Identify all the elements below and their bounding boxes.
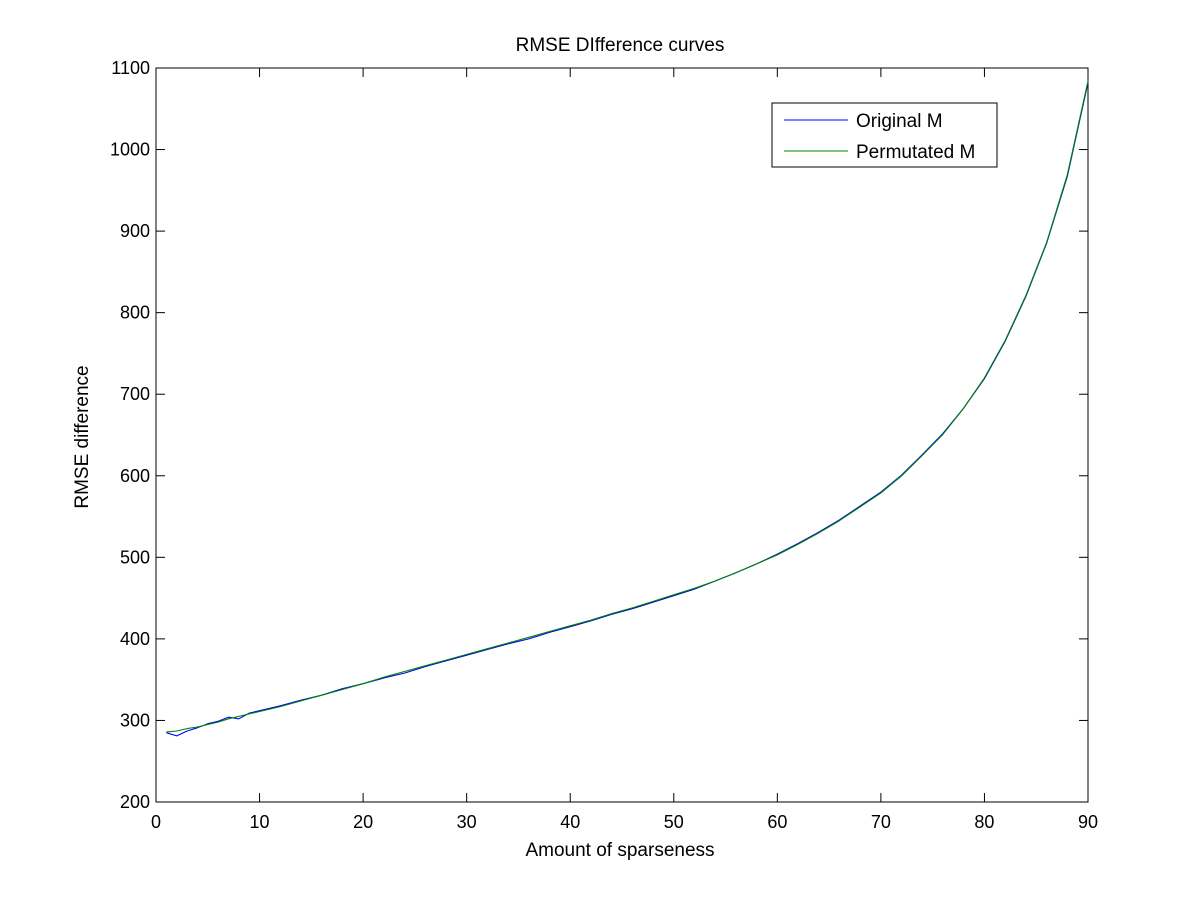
axis-ticks	[155, 67, 1089, 803]
x-tick-label: 90	[1078, 812, 1098, 832]
x-tick-label: 30	[457, 812, 477, 832]
x-tick-label: 10	[250, 812, 270, 832]
series-lines	[166, 80, 1089, 737]
y-tick-label: 400	[120, 629, 150, 649]
series-line-permutated-m	[166, 80, 1089, 733]
legend: Original M Permutated M	[771, 102, 998, 168]
tick-labels: 0 10 20 30 40 50 60 70 80 90 200 300 400 500 600 700 800…	[110, 58, 1098, 832]
legend-label-permutated-m: Permutated M	[856, 142, 975, 163]
legend-label-original-m: Original M	[856, 111, 943, 132]
series-line-original-m	[166, 82, 1089, 737]
legend-box	[771, 102, 998, 168]
x-tick-label: 70	[871, 812, 891, 832]
plot-area	[155, 67, 1089, 803]
x-tick-label: 40	[560, 812, 580, 832]
x-tick-label: 50	[664, 812, 684, 832]
x-axis-title: Amount of sparseness	[525, 840, 714, 861]
y-tick-label: 900	[120, 221, 150, 241]
y-tick-label: 200	[120, 792, 150, 812]
x-tick-label: 0	[151, 812, 161, 832]
y-tick-label: 600	[120, 466, 150, 486]
y-tick-label: 1100	[111, 58, 150, 78]
y-axis-title: RMSE difference	[72, 365, 93, 508]
chart-title: RMSE DIfference curves	[516, 35, 725, 56]
x-tick-label: 20	[353, 812, 373, 832]
y-tick-label: 500	[120, 547, 150, 567]
y-tick-label: 700	[120, 384, 150, 404]
y-tick-label: 300	[120, 710, 150, 730]
y-tick-label: 1000	[110, 140, 150, 160]
y-tick-label: 800	[120, 303, 150, 323]
x-tick-label: 80	[974, 812, 994, 832]
x-tick-label: 60	[767, 812, 787, 832]
